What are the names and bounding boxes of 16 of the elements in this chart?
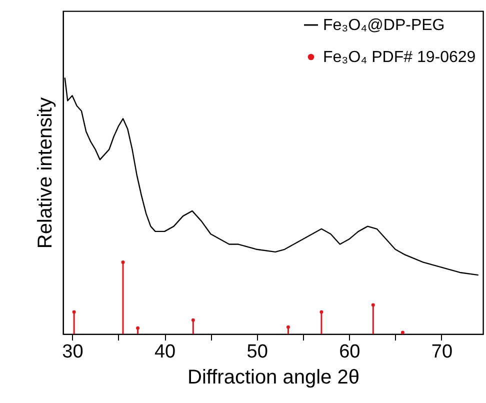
x-tick-label: 40 <box>154 342 176 362</box>
point <box>371 303 375 307</box>
point <box>191 318 195 322</box>
x-tick-label: 30 <box>62 342 84 362</box>
point <box>136 326 140 330</box>
point <box>320 310 324 314</box>
legend-label: Fe₃O₄ PDF# 19-0629 <box>323 49 476 66</box>
x-axis-title: Diffraction angle 2θ <box>188 366 360 388</box>
x-tick-label: 60 <box>339 342 360 362</box>
y-axis-title: Relative intensity <box>34 97 56 249</box>
x-tick-label: 70 <box>431 342 453 362</box>
legend-label: Fe₃O₄@DP-PEG <box>323 17 445 34</box>
x-tick-label: 50 <box>246 342 268 362</box>
point <box>286 325 290 329</box>
point <box>72 310 76 314</box>
point <box>121 260 125 264</box>
